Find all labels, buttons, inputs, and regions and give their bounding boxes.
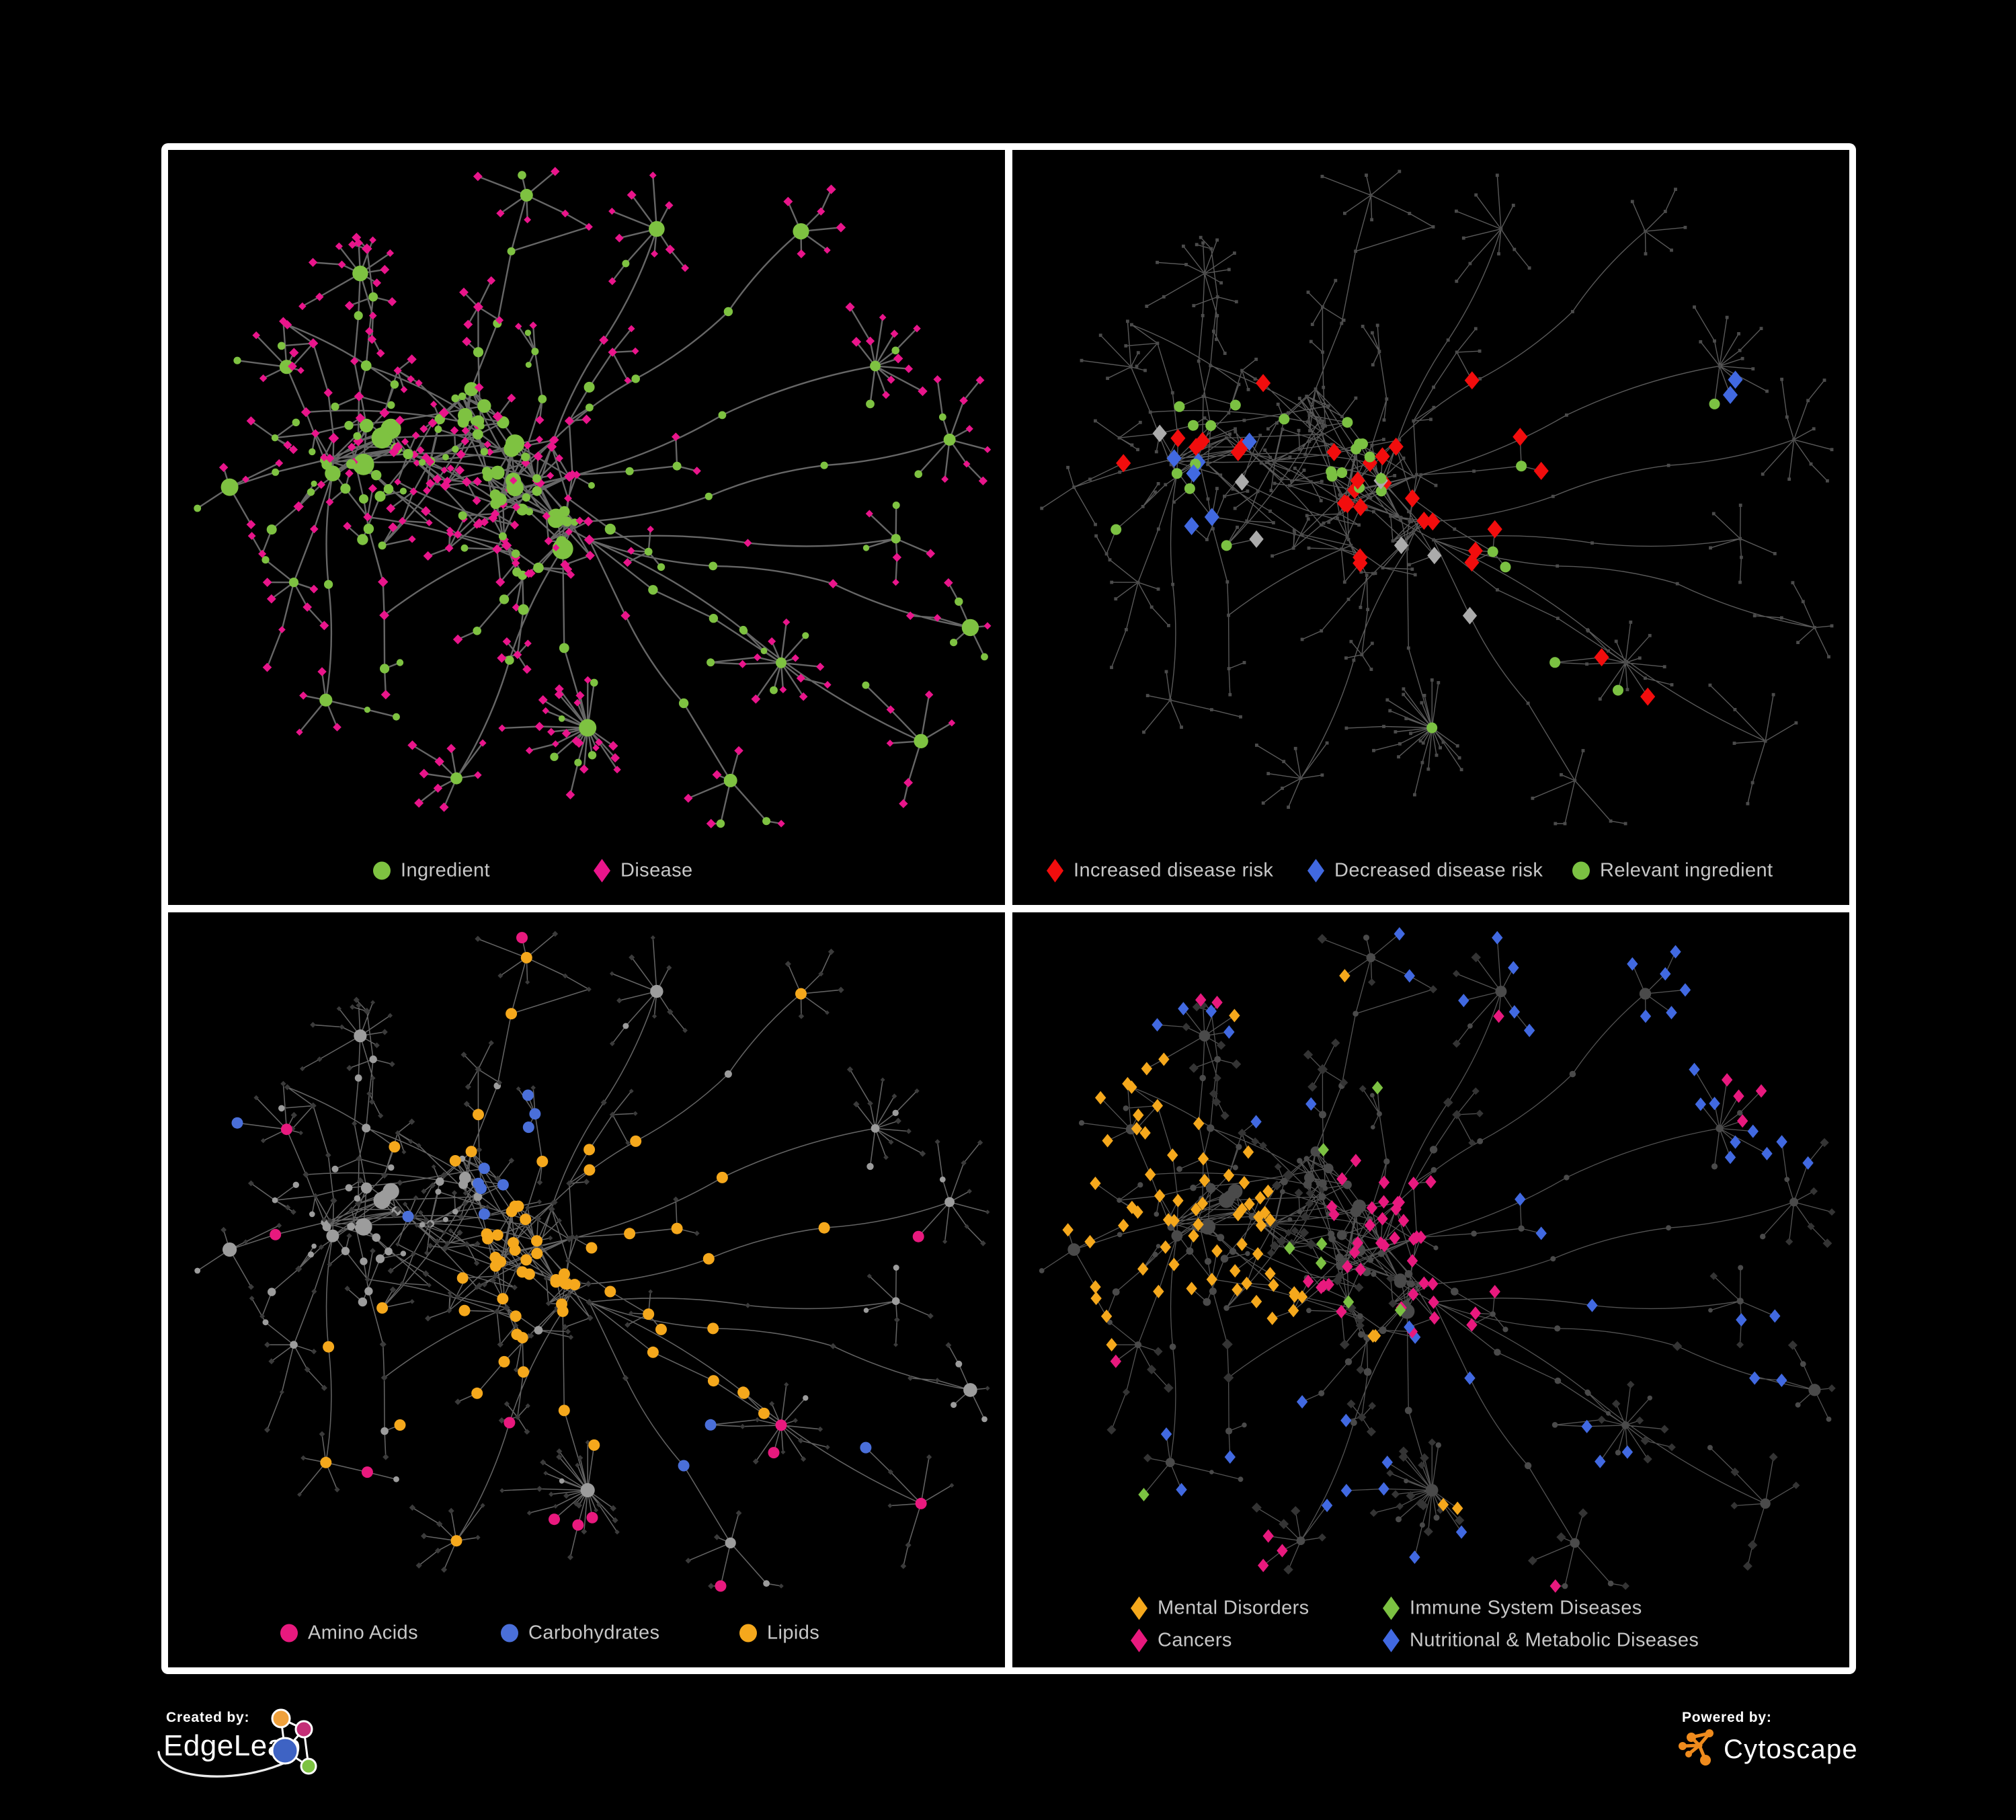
created-by-label: Created by:: [166, 1710, 250, 1725]
cytoscape-logo-icon: [1679, 1729, 1713, 1766]
panel-disease-classes: Mental Disorders Immune System Diseases Ca…: [1012, 912, 1849, 1667]
panel-disease-risk: Increased disease risk Decreased disease …: [1012, 150, 1849, 905]
edgeleap-swoosh: [157, 1751, 289, 1778]
edgeleap-logo-icon: [271, 1708, 317, 1775]
powered-by-label: Powered by:: [1682, 1710, 1772, 1725]
panel-nutrient-classes: Amino Acids Carbohydrates Lipids: [168, 912, 1005, 1667]
four-panel-network-figure: Ingredient Disease Increased disease risk…: [161, 143, 1856, 1674]
ingredient-disease-network-canvas: [194, 167, 992, 829]
disease-risk-network-canvas: [1040, 169, 1834, 826]
panel-ingredient-disease: Ingredient Disease: [168, 150, 1005, 905]
cytoscape-logo-text: Cytoscape: [1724, 1735, 1858, 1764]
disease-class-network-canvas: [1039, 927, 1836, 1593]
nutrient-class-network-canvas: [194, 931, 990, 1592]
